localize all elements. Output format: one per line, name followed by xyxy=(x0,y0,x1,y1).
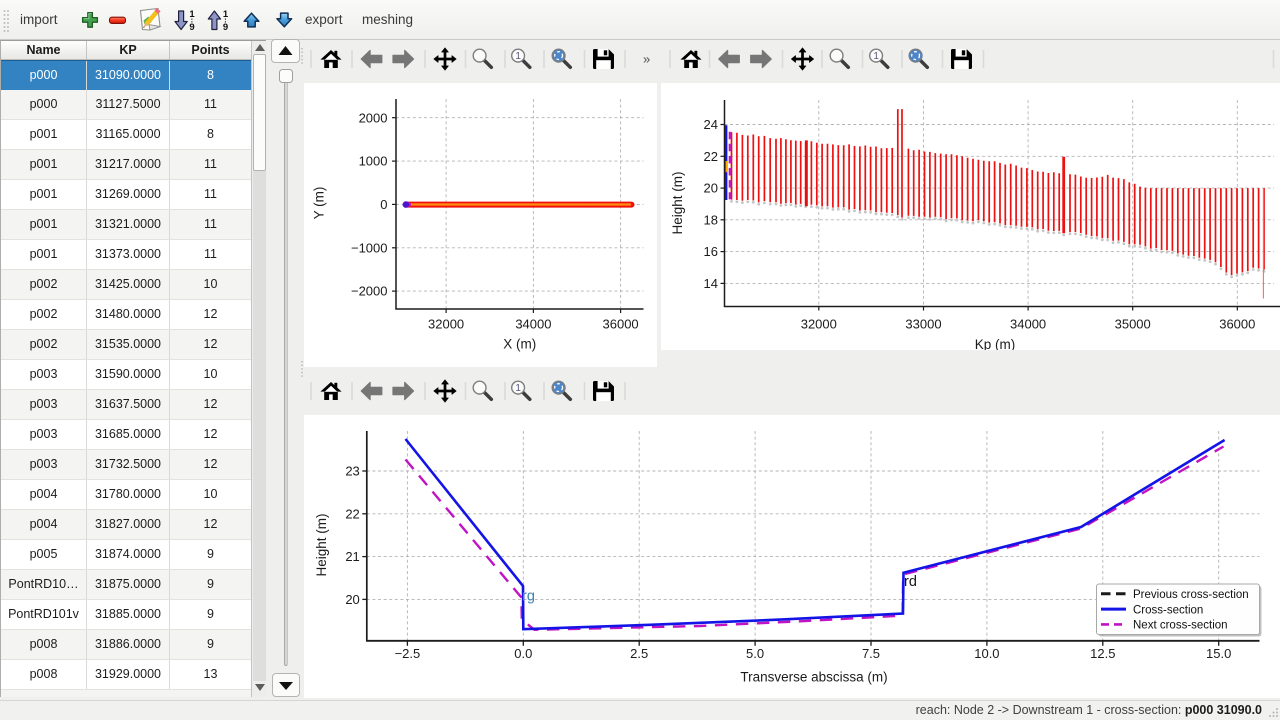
svg-text:33000: 33000 xyxy=(905,317,941,332)
svg-text:Height (m): Height (m) xyxy=(670,171,685,234)
svg-text:Kp (m): Kp (m) xyxy=(975,337,1016,350)
svg-text:36000: 36000 xyxy=(1219,317,1255,332)
svg-text:1000: 1000 xyxy=(359,154,388,169)
svg-text:32000: 32000 xyxy=(428,317,464,332)
svg-text:22: 22 xyxy=(345,506,359,521)
svg-text:−1000: −1000 xyxy=(351,240,388,255)
svg-text:X (m): X (m) xyxy=(503,336,536,351)
svg-text:21: 21 xyxy=(345,549,359,564)
svg-text:Height (m): Height (m) xyxy=(314,513,329,576)
svg-text:Next cross-section: Next cross-section xyxy=(1133,620,1228,632)
svg-text:20: 20 xyxy=(704,181,718,196)
svg-text:Previous cross-section: Previous cross-section xyxy=(1133,589,1249,601)
svg-text:18: 18 xyxy=(704,212,718,227)
svg-text:16: 16 xyxy=(704,244,718,259)
svg-text:12.5: 12.5 xyxy=(1090,646,1115,661)
svg-text:1: 1 xyxy=(223,9,229,20)
svg-text:10.0: 10.0 xyxy=(974,646,999,661)
svg-text:35000: 35000 xyxy=(1115,317,1151,332)
svg-text:9: 9 xyxy=(223,22,228,33)
svg-text:34000: 34000 xyxy=(515,317,551,332)
svg-text:14: 14 xyxy=(704,276,718,291)
svg-text:23: 23 xyxy=(345,464,359,479)
svg-text:5.0: 5.0 xyxy=(746,646,764,661)
svg-text:34000: 34000 xyxy=(1010,317,1046,332)
svg-text:Cross-section: Cross-section xyxy=(1133,604,1203,616)
svg-text:1: 1 xyxy=(515,51,521,62)
svg-text:1: 1 xyxy=(873,51,879,62)
svg-text:1: 1 xyxy=(515,383,521,394)
svg-text:36000: 36000 xyxy=(603,317,639,332)
svg-text:rg: rg xyxy=(522,589,535,605)
svg-text:rd: rd xyxy=(904,574,917,590)
svg-text:Transverse abscissa (m): Transverse abscissa (m) xyxy=(740,670,887,685)
svg-text:2000: 2000 xyxy=(359,110,388,125)
svg-text:0.0: 0.0 xyxy=(514,646,532,661)
svg-text:7.5: 7.5 xyxy=(862,646,880,661)
svg-text:1: 1 xyxy=(189,9,195,20)
svg-text:0: 0 xyxy=(380,197,387,212)
svg-text:2.5: 2.5 xyxy=(630,646,648,661)
svg-text:32000: 32000 xyxy=(801,317,837,332)
svg-text:Y (m): Y (m) xyxy=(312,187,327,220)
svg-text:22: 22 xyxy=(704,149,718,164)
svg-text:»: » xyxy=(643,52,650,67)
svg-text:15.0: 15.0 xyxy=(1206,646,1231,661)
svg-text:9: 9 xyxy=(189,22,194,33)
svg-text:−2000: −2000 xyxy=(351,284,388,299)
svg-text:24: 24 xyxy=(704,117,718,132)
svg-text:20: 20 xyxy=(345,592,359,607)
svg-text:−2.5: −2.5 xyxy=(395,646,421,661)
